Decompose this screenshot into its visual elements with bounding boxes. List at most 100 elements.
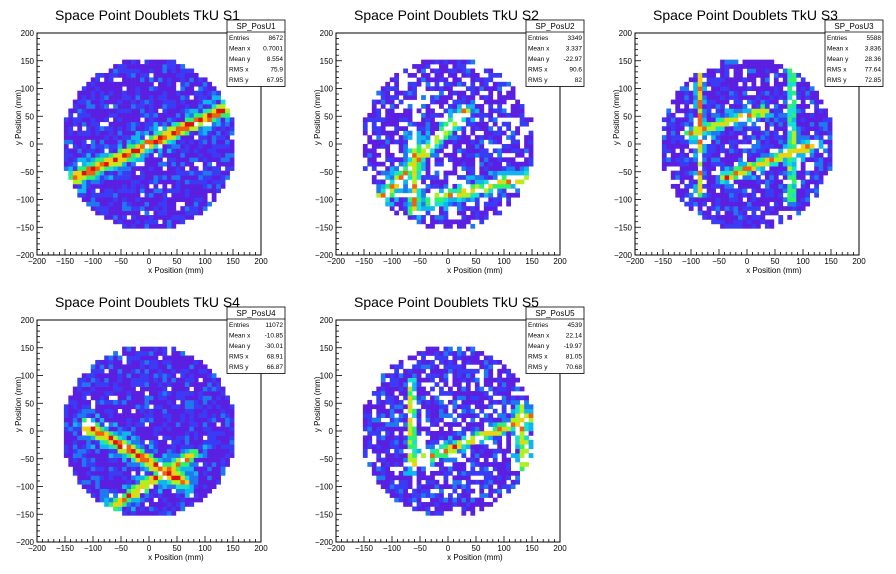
- heatmap-cell: [773, 108, 779, 114]
- heatmap-cell: [769, 86, 775, 92]
- heatmap-cell: [474, 90, 480, 96]
- heatmap-cell: [225, 457, 230, 463]
- heatmap-cell: [769, 210, 775, 216]
- heatmap-cell: [724, 179, 730, 185]
- heatmap-cell: [729, 86, 734, 92]
- heatmap-cell: [706, 144, 712, 149]
- heatmap-cell: [162, 201, 168, 207]
- heatmap-cell: [189, 126, 195, 131]
- heatmap-cell: [724, 192, 730, 198]
- heatmap-cell: [144, 395, 150, 401]
- heatmap-cell: [764, 130, 770, 136]
- heatmap-cell: [385, 86, 391, 92]
- heatmap-cell: [90, 166, 96, 171]
- heatmap-cell: [782, 197, 788, 203]
- heatmap-cell: [104, 435, 109, 441]
- heatmap-cell: [769, 117, 775, 123]
- heatmap-cell: [501, 166, 507, 171]
- heatmap-cell: [140, 121, 145, 127]
- heatmap-cell: [738, 72, 743, 78]
- heatmap-cell: [108, 139, 114, 145]
- heatmap-cell: [702, 197, 707, 203]
- heatmap-cell: [207, 453, 213, 458]
- heatmap-cell: [113, 157, 118, 163]
- heatmap-cell: [211, 475, 217, 481]
- heatmap-cell: [434, 81, 440, 87]
- heatmap-cell: [805, 148, 811, 154]
- heatmap-cell: [126, 126, 132, 131]
- heatmap-cell: [189, 77, 195, 83]
- heatmap-cell: [90, 426, 96, 432]
- heatmap-cell: [229, 148, 235, 154]
- heatmap-cell: [140, 382, 145, 387]
- heatmap-cell: [443, 466, 449, 472]
- heatmap-cell: [189, 408, 195, 414]
- y-tick-label: 50: [25, 399, 34, 408]
- heatmap-cell: [800, 192, 806, 198]
- heatmap-cell: [800, 157, 806, 163]
- heatmap-cell: [425, 144, 431, 149]
- heatmap-cell: [380, 435, 386, 441]
- heatmap-cell: [131, 112, 136, 118]
- heatmap-cell: [782, 81, 788, 87]
- heatmap-cell: [131, 161, 136, 167]
- x-tick-label: 100: [497, 257, 511, 266]
- heatmap-cell: [184, 197, 190, 203]
- heatmap-cell: [751, 179, 757, 185]
- heatmap-cell: [99, 206, 105, 211]
- heatmap-cell: [122, 475, 127, 481]
- heatmap-cell: [506, 197, 512, 203]
- heatmap-cell: [198, 368, 204, 374]
- heatmap-cell: [157, 444, 163, 450]
- heatmap-cell: [421, 130, 426, 136]
- heatmap-cell: [171, 470, 177, 476]
- heatmap-cell: [117, 364, 123, 370]
- heatmap-cell: [778, 72, 784, 78]
- heatmap-cell: [108, 121, 114, 127]
- heatmap-cell: [216, 99, 221, 105]
- heatmap-cell: [68, 108, 74, 114]
- heatmap-cell: [724, 126, 730, 131]
- heatmap-cell: [483, 152, 489, 158]
- heatmap-cell: [421, 175, 426, 180]
- heatmap-cell: [225, 139, 230, 145]
- chart-title: Space Point Doublets TkU S5: [354, 294, 539, 310]
- heatmap-cell: [184, 391, 190, 396]
- x-axis-label: x Position (mm): [746, 266, 802, 275]
- heatmap-cell: [86, 192, 92, 198]
- heatmap-cell: [171, 435, 177, 441]
- heatmap-cell: [519, 462, 525, 467]
- heatmap-cell: [157, 175, 163, 180]
- heatmap-cell: [140, 351, 145, 356]
- heatmap-cell: [180, 139, 186, 145]
- heatmap-cell: [81, 426, 87, 432]
- heatmap-cell: [166, 223, 172, 229]
- heatmap-cell: [104, 408, 109, 414]
- heatmap-cell: [809, 148, 815, 154]
- heatmap-cell: [135, 462, 141, 467]
- heatmap-cell: [211, 126, 217, 131]
- heatmap-cell: [207, 475, 213, 481]
- heatmap-cell: [519, 444, 525, 450]
- heatmap-cell: [697, 95, 703, 100]
- heatmap-cell: [782, 139, 788, 145]
- heatmap-cell: [180, 86, 186, 92]
- heatmap-cell: [211, 130, 217, 136]
- heatmap-cell: [131, 90, 136, 96]
- heatmap-cell: [220, 161, 226, 167]
- heatmap-cell: [796, 152, 802, 158]
- heatmap-cell: [443, 68, 449, 74]
- heatmap-cell: [800, 99, 806, 105]
- heatmap-cell: [122, 373, 127, 379]
- heatmap-cell: [398, 161, 404, 167]
- heatmap-cell: [77, 152, 83, 158]
- heatmap-cell: [380, 130, 386, 136]
- heatmap-cell: [394, 183, 400, 189]
- heatmap-cell: [149, 355, 154, 361]
- heatmap-cell: [778, 206, 784, 211]
- heatmap-cell: [693, 135, 699, 140]
- heatmap-cell: [715, 139, 721, 145]
- heatmap-cell: [99, 435, 105, 441]
- heatmap-cell: [751, 161, 757, 167]
- heatmap-cell: [131, 206, 136, 211]
